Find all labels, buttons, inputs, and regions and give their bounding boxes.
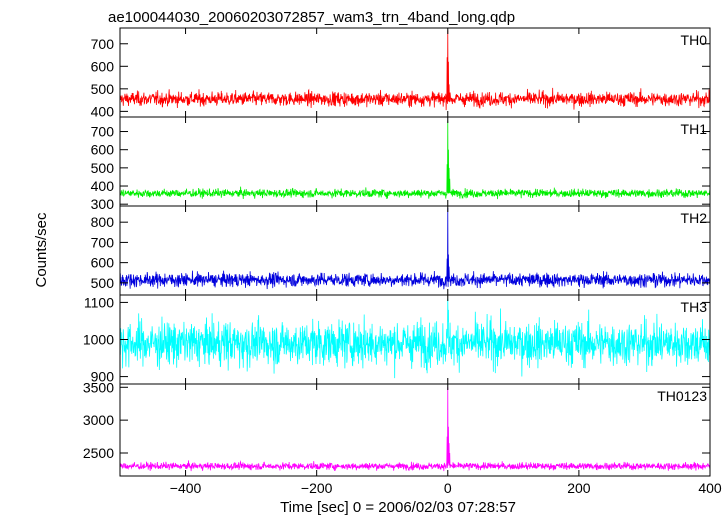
panels-group: 400 500 600 700 TH0 300 400 500 600 700 TH1 500 600 7… bbox=[83, 27, 722, 496]
series-line-th1 bbox=[119, 120, 711, 200]
panel-label-th0123: TH0123 bbox=[657, 388, 707, 404]
series-line-th3 bbox=[119, 298, 711, 379]
x-tick-label: 400 bbox=[698, 480, 722, 496]
panel-label-th2: TH2 bbox=[681, 210, 708, 226]
y-tick-label: 600 bbox=[91, 142, 115, 158]
y-tick-label: 1100 bbox=[84, 294, 114, 310]
y-tick-label: 700 bbox=[91, 36, 115, 52]
panel-frame-th0 bbox=[119, 27, 711, 118]
panel-th3: 900 1000 1100 TH3 bbox=[83, 294, 711, 385]
y-tick-label: 400 bbox=[91, 103, 115, 119]
panel-label-th1: TH1 bbox=[681, 121, 708, 137]
x-tick-label: 0 bbox=[444, 480, 452, 496]
panel-th2: 500 600 700 800 TH2 bbox=[91, 205, 711, 296]
y-tick-label: 300 bbox=[91, 196, 115, 212]
panel-th0123: 2500 3000 3500 TH0123 bbox=[83, 379, 711, 477]
series-line-th2 bbox=[119, 208, 711, 290]
chart-title: ae100044030_20060203072857_wam3_trn_4ban… bbox=[108, 9, 515, 26]
y-axis-title: Counts/sec bbox=[33, 212, 50, 288]
y-tick-label: 700 bbox=[91, 234, 115, 250]
x-tick-label: −200 bbox=[301, 480, 333, 496]
x-axis-title: Time [sec] 0 = 2006/02/03 07:28:57 bbox=[280, 499, 516, 516]
y-tick-label: 500 bbox=[91, 275, 115, 291]
y-tick-label: 900 bbox=[91, 369, 115, 385]
panel-frame-th0123 bbox=[119, 383, 711, 477]
series-line-th0 bbox=[119, 30, 711, 111]
y-tick-label: 500 bbox=[91, 81, 115, 97]
y-tick-label: 1000 bbox=[83, 332, 114, 348]
x-tick-label: −400 bbox=[170, 480, 202, 496]
x-tick-label: 200 bbox=[567, 480, 591, 496]
y-tick-label: 700 bbox=[91, 124, 115, 140]
y-tick-label: 500 bbox=[91, 160, 115, 176]
panel-label-th3: TH3 bbox=[681, 299, 708, 315]
panel-th1: 300 400 500 600 700 TH1 bbox=[91, 116, 711, 212]
y-tick-label: 400 bbox=[91, 178, 115, 194]
y-tick-label: 600 bbox=[91, 255, 115, 271]
panel-th0: 400 500 600 700 TH0 bbox=[91, 27, 711, 119]
series-line-th0123 bbox=[119, 387, 711, 472]
y-tick-label: 3000 bbox=[83, 412, 114, 428]
y-tick-label: 600 bbox=[91, 58, 115, 74]
y-tick-label: 800 bbox=[91, 214, 115, 230]
panel-label-th0: TH0 bbox=[681, 32, 708, 48]
y-tick-label: 3500 bbox=[83, 379, 114, 395]
y-tick-label: 2500 bbox=[83, 445, 114, 461]
